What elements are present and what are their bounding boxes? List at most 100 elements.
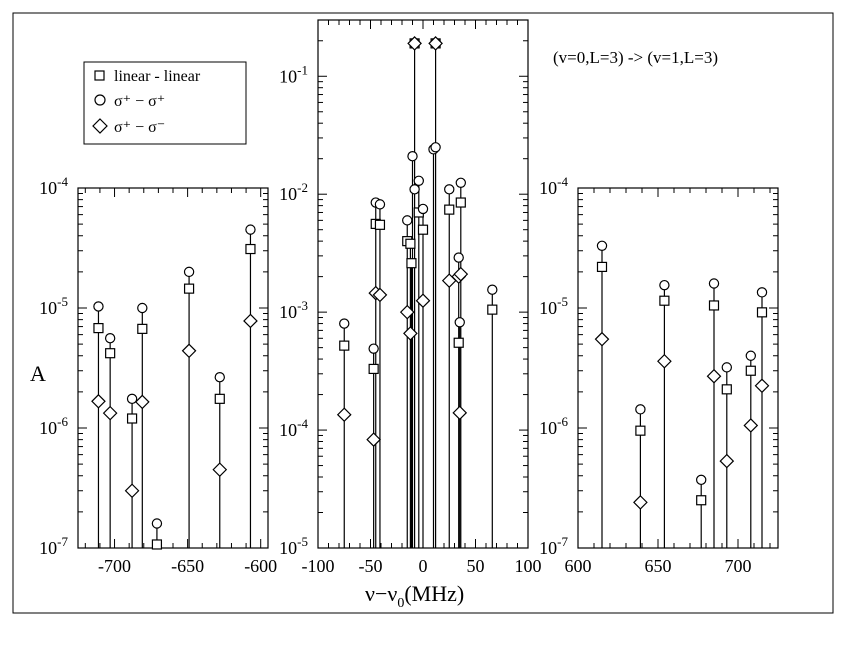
square-marker (183, 283, 195, 294)
diamond-marker (336, 407, 352, 423)
diamond-marker (91, 393, 106, 409)
panel-right: 600 650 700 10-4 10-5 10-6 10-7 (539, 174, 779, 576)
square-marker (126, 413, 138, 424)
x-tick-label: 700 (725, 556, 752, 576)
square-marker (444, 204, 455, 215)
square-marker (368, 363, 379, 375)
legend-label-sigma-plus-minus: σ⁺ − σ⁻ (114, 119, 165, 136)
circle-marker (374, 199, 386, 210)
circle-marker (245, 224, 256, 235)
square-marker (596, 261, 608, 273)
circle-marker (453, 252, 464, 263)
circle-marker (745, 350, 757, 361)
square-marker (745, 365, 756, 376)
circle-marker (137, 302, 148, 314)
square-marker (214, 393, 225, 404)
x-axis-label: ν−ν0(MHz) (365, 581, 464, 611)
diamond-marker (134, 394, 150, 410)
x-tick-label: -100 (302, 556, 335, 576)
x-tick-label: 650 (645, 556, 672, 576)
circle-marker (183, 266, 195, 278)
x-tick-label: -600 (244, 556, 277, 576)
diamond-marker (453, 266, 469, 282)
square-marker (93, 322, 104, 334)
circle-marker (151, 518, 163, 529)
circle-marker (93, 301, 104, 312)
square-marker (151, 539, 163, 550)
diamond-marker (428, 36, 443, 51)
diamond-marker (706, 368, 722, 384)
diamond-marker (366, 432, 381, 447)
y-tick-label: 10-4 (39, 174, 68, 198)
circle-marker (756, 287, 768, 298)
square-marker (374, 219, 386, 230)
x-tick-label: -650 (171, 556, 204, 576)
circle-marker (444, 184, 455, 195)
circle-marker (126, 393, 138, 405)
outer-frame (12, 12, 834, 614)
diamond-marker (594, 331, 610, 347)
circle-marker (413, 175, 424, 186)
diamond-marker (243, 313, 258, 329)
square-marker (453, 337, 464, 348)
square-marker (756, 307, 768, 318)
legend-label-linear: linear - linear (114, 68, 201, 85)
circle-marker (104, 333, 116, 344)
diamond-marker (407, 36, 422, 51)
y-tick-label: 10-1 (279, 62, 308, 86)
diamond-marker (743, 418, 759, 433)
circle-marker (635, 404, 646, 415)
circle-marker (487, 284, 498, 295)
panel-middle: -100 -50 0 50 100 10-1 10-2 10-3 10-4 10-5 (279, 19, 542, 576)
y-tick-label: 10-3 (279, 298, 308, 322)
x-tick-label: 50 (467, 556, 485, 576)
diamond-marker (124, 483, 140, 499)
y-tick-label: 10-6 (539, 414, 568, 438)
square-marker (417, 224, 429, 235)
diamond-marker (212, 462, 228, 477)
square-marker (455, 197, 466, 208)
square-marker (659, 295, 670, 306)
y-axis-label: A (30, 361, 46, 386)
legend-label-sigma-plus-plus: σ⁺ − σ⁺ (114, 93, 165, 110)
circle-marker (596, 240, 608, 251)
x-tick-label: 100 (515, 556, 542, 576)
diamond-marker (372, 287, 388, 303)
diamond-marker (719, 453, 735, 469)
circle-marker (454, 317, 465, 328)
svg-text:ν−ν0(MHz): ν−ν0(MHz) (365, 581, 464, 611)
diamond-marker (181, 343, 197, 359)
x-tick-label: 600 (565, 556, 592, 576)
square-marker (708, 300, 720, 311)
square-marker (406, 258, 417, 269)
legend: linear - linear σ⁺ − σ⁺ σ⁺ − σ⁻ (83, 61, 247, 145)
plot-frame-right (577, 187, 779, 549)
x-axis-label-main: ν−ν (365, 581, 397, 606)
legend-square-marker (94, 70, 105, 81)
circle-marker (368, 343, 379, 354)
square-marker (487, 304, 498, 315)
legend-box (83, 61, 247, 145)
x-tick-label: -700 (98, 556, 131, 576)
circle-marker (214, 372, 225, 383)
y-tick-label: 10-5 (539, 294, 568, 318)
y-tick-label: 10-5 (279, 534, 308, 558)
x-tick-label: 0 (419, 556, 428, 576)
circle-marker (407, 151, 418, 162)
panel-left: -700 -650 -600 10-4 10-5 10-6 10-7 (39, 174, 277, 576)
y-tick-label: 10-6 (39, 414, 68, 438)
circle-marker (402, 215, 413, 226)
circle-marker (659, 279, 670, 291)
diamond-marker (657, 353, 672, 369)
square-marker (721, 384, 732, 395)
diamond-marker (403, 326, 418, 341)
diamond-marker (452, 405, 468, 421)
plot-frame-left (77, 187, 269, 549)
y-tick-label: 10-7 (539, 534, 568, 558)
circle-marker (339, 318, 350, 329)
y-tick-label: 10-2 (279, 180, 308, 204)
diamond-marker (399, 304, 415, 320)
circle-marker (708, 278, 720, 289)
